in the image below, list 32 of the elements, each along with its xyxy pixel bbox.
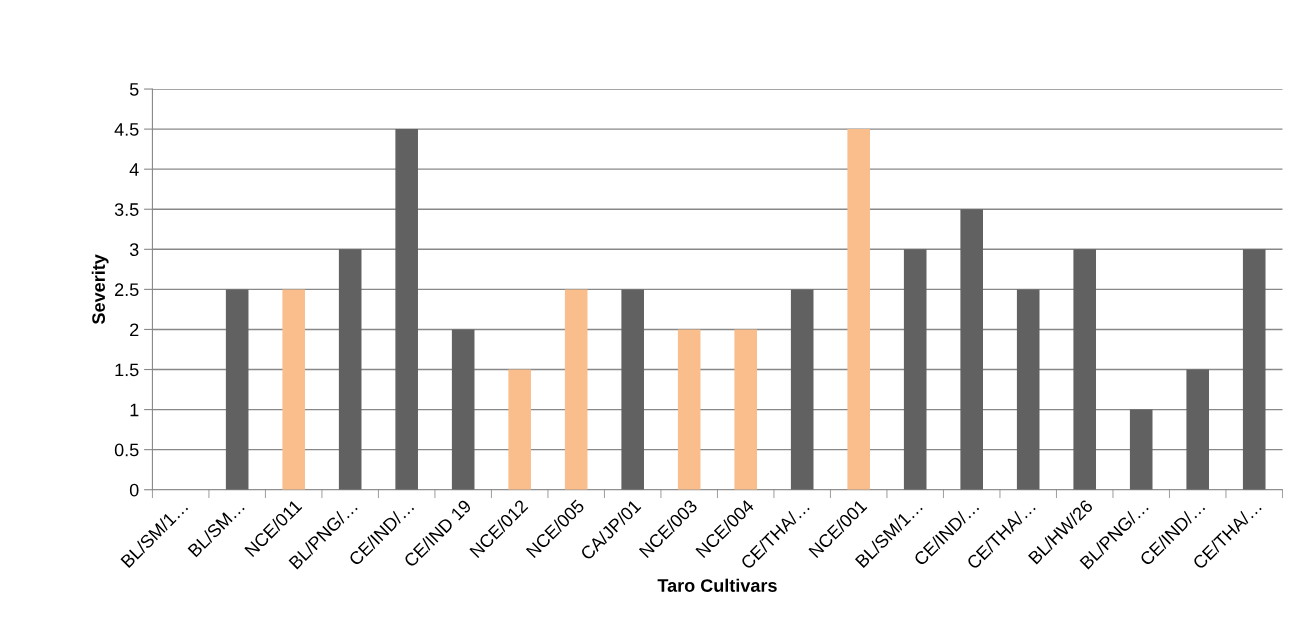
- y-tick-label: 1: [130, 403, 139, 417]
- bar: [1242, 249, 1266, 490]
- y-axis-title: Severity: [91, 254, 109, 324]
- bar: [225, 289, 249, 490]
- bar: [677, 329, 701, 490]
- bar: [1016, 289, 1040, 490]
- bar: [903, 249, 927, 490]
- bar: [564, 289, 588, 490]
- bar: [621, 289, 644, 490]
- y-tick-label: 0: [129, 483, 139, 497]
- y-tick-label: 2.5: [115, 283, 139, 297]
- bar: [790, 289, 814, 490]
- bar: [282, 289, 305, 490]
- bar: [395, 129, 418, 490]
- y-tick-label: 2: [130, 323, 139, 336]
- bar: [1186, 369, 1210, 490]
- y-tick-label: 3.5: [114, 203, 139, 216]
- y-tick-label: 0.5: [114, 443, 139, 457]
- bar: [338, 249, 362, 490]
- bar: [1129, 409, 1153, 490]
- y-tick-label: 4: [129, 163, 139, 176]
- bar: [451, 329, 475, 490]
- y-tick-label: 5: [129, 83, 139, 96]
- bar: [960, 209, 983, 490]
- x-axis-title: Taro Cultivars: [657, 578, 777, 592]
- y-tick-label: 4.5: [114, 123, 139, 136]
- bar: [1073, 249, 1097, 490]
- bar: [508, 369, 531, 490]
- bar: [734, 329, 757, 490]
- bar: [847, 129, 870, 490]
- y-tick-label: 1.5: [115, 363, 139, 377]
- y-tick-label: 3: [129, 243, 139, 257]
